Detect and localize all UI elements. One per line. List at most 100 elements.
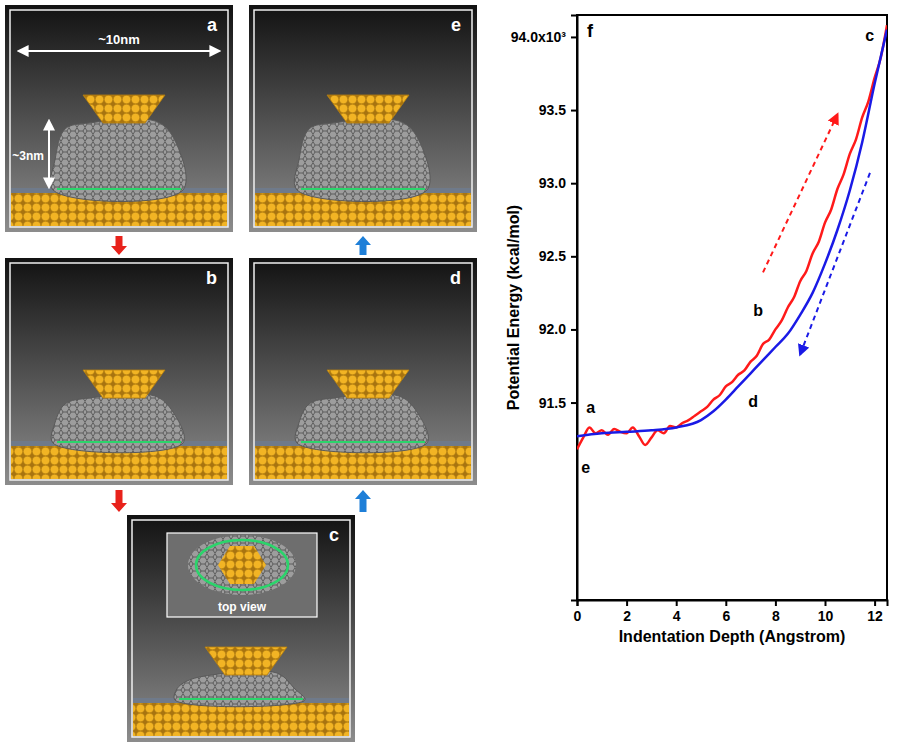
width-arrow [19, 50, 219, 52]
point-label: c [865, 27, 874, 44]
figure: a ~10nm ~3nm b c top view d e 0 2 4 6 8 10 12 91.5 92.0 9… [0, 0, 914, 751]
y-tick-label: 91.5 [539, 395, 566, 411]
y-axis-line [571, 16, 578, 601]
inset-label: top view [218, 600, 267, 614]
graphene-blob [174, 671, 305, 707]
x-tick-label: 2 [623, 608, 631, 624]
gold-tip [327, 370, 409, 398]
panel-label: d [450, 268, 461, 288]
step-arrow [355, 236, 371, 255]
gold-tip [83, 370, 165, 398]
x-tick-label: 4 [673, 608, 681, 624]
inset-contact-ring [196, 540, 288, 590]
inset-gold [218, 546, 266, 584]
series-line [577, 25, 887, 449]
x-tick-label: 6 [722, 608, 730, 624]
panel-frame [254, 10, 472, 227]
point-label: e [581, 459, 590, 476]
y-tick-mark [571, 36, 577, 38]
panel-label: a [207, 15, 218, 35]
step-arrow [355, 490, 371, 512]
step-arrow [111, 490, 127, 512]
y-tick-label: 94.0x10³ [511, 29, 567, 45]
gold-tip [327, 95, 409, 123]
panel-background [249, 258, 477, 485]
plot-area [577, 25, 887, 449]
y-tick: 93.0 [539, 175, 577, 191]
y-tick-label: 92.5 [539, 248, 566, 264]
panel-background [5, 5, 233, 232]
x-tick: 2 [623, 600, 631, 624]
y-tick-mark [571, 402, 577, 404]
panel-background [127, 515, 355, 742]
chart-title: f [587, 21, 594, 41]
x-tick-label: 0 [574, 608, 582, 624]
chart: 0 2 4 6 8 10 12 91.5 92.0 92.5 93.0 93.5 94.0x10³ Ind… [505, 15, 887, 645]
x-tick: 6 [722, 600, 730, 624]
y-axis-title: Potential Energy (kcal/mol) [505, 205, 522, 410]
x-tick-label: 8 [772, 608, 780, 624]
panel-frame [254, 263, 472, 480]
y-tick-mark [571, 110, 577, 112]
snapshot-panel: e [249, 5, 477, 232]
y-tick: 93.5 [539, 102, 577, 118]
x-tick: 8 [772, 600, 780, 624]
y-tick-label: 93.5 [539, 102, 566, 118]
width-label: ~10nm [98, 32, 140, 47]
x-tick-mark [626, 600, 628, 606]
panel-background [249, 5, 477, 232]
x-axis-line [578, 601, 888, 607]
y-tick: 91.5 [539, 395, 577, 411]
y-tick: 94.0x10³ [511, 29, 577, 45]
x-tick-label: 10 [818, 608, 834, 624]
graphene-blob [294, 119, 430, 202]
y-tick: 92.5 [539, 248, 577, 264]
contact-line [301, 441, 425, 443]
x-tick: 0 [574, 600, 582, 624]
height-label: ~3nm [12, 149, 44, 163]
x-tick-label: 12 [867, 608, 883, 624]
x-tick: 4 [673, 600, 681, 624]
unloading-arrow [800, 173, 870, 354]
snapshot-panel: c top view [127, 515, 355, 742]
panel-frame [10, 10, 228, 227]
y-tick-mark [571, 256, 577, 258]
contact-line [57, 188, 181, 190]
y-tick: 92.0 [539, 321, 577, 337]
x-tick-mark [676, 600, 678, 606]
snapshot-panel: d [249, 258, 477, 485]
panel-background [5, 258, 233, 485]
snapshot-panel: a ~10nm ~3nm [5, 5, 233, 232]
series-line [577, 30, 887, 437]
x-axis-title: Indentation Depth (Angstrom) [619, 628, 846, 645]
x-tick-mark [874, 600, 876, 606]
gold-tip [83, 95, 165, 123]
point-label: a [586, 399, 595, 416]
contact-line [57, 441, 181, 443]
x-tick-mark [725, 600, 727, 606]
x-axis: 0 2 4 6 8 10 12 [574, 600, 888, 624]
x-tick: 10 [818, 600, 834, 624]
panel-label: c [329, 525, 339, 545]
contact-line [301, 188, 425, 190]
y-tick-mark [571, 329, 577, 331]
graphene-blob [50, 119, 186, 202]
panel-label: e [451, 15, 461, 35]
top-view-inset: top view [167, 533, 317, 617]
inset-graphene [188, 535, 296, 595]
x-tick: 12 [867, 600, 883, 624]
panel-frame [10, 263, 228, 480]
contact-line [179, 698, 303, 700]
inset-frame [167, 533, 317, 617]
gold-tip [205, 647, 287, 675]
x-tick-mark [775, 600, 777, 606]
height-arrow [48, 121, 50, 187]
point-label: d [748, 393, 758, 410]
loading-arrow [763, 114, 837, 272]
x-tick-mark [825, 600, 827, 606]
snapshot-panel: b [5, 258, 233, 485]
panel-label: b [206, 268, 217, 288]
gold-substrate [133, 703, 349, 736]
y-tick-label: 93.0 [539, 175, 566, 191]
plot-frame [577, 15, 887, 600]
